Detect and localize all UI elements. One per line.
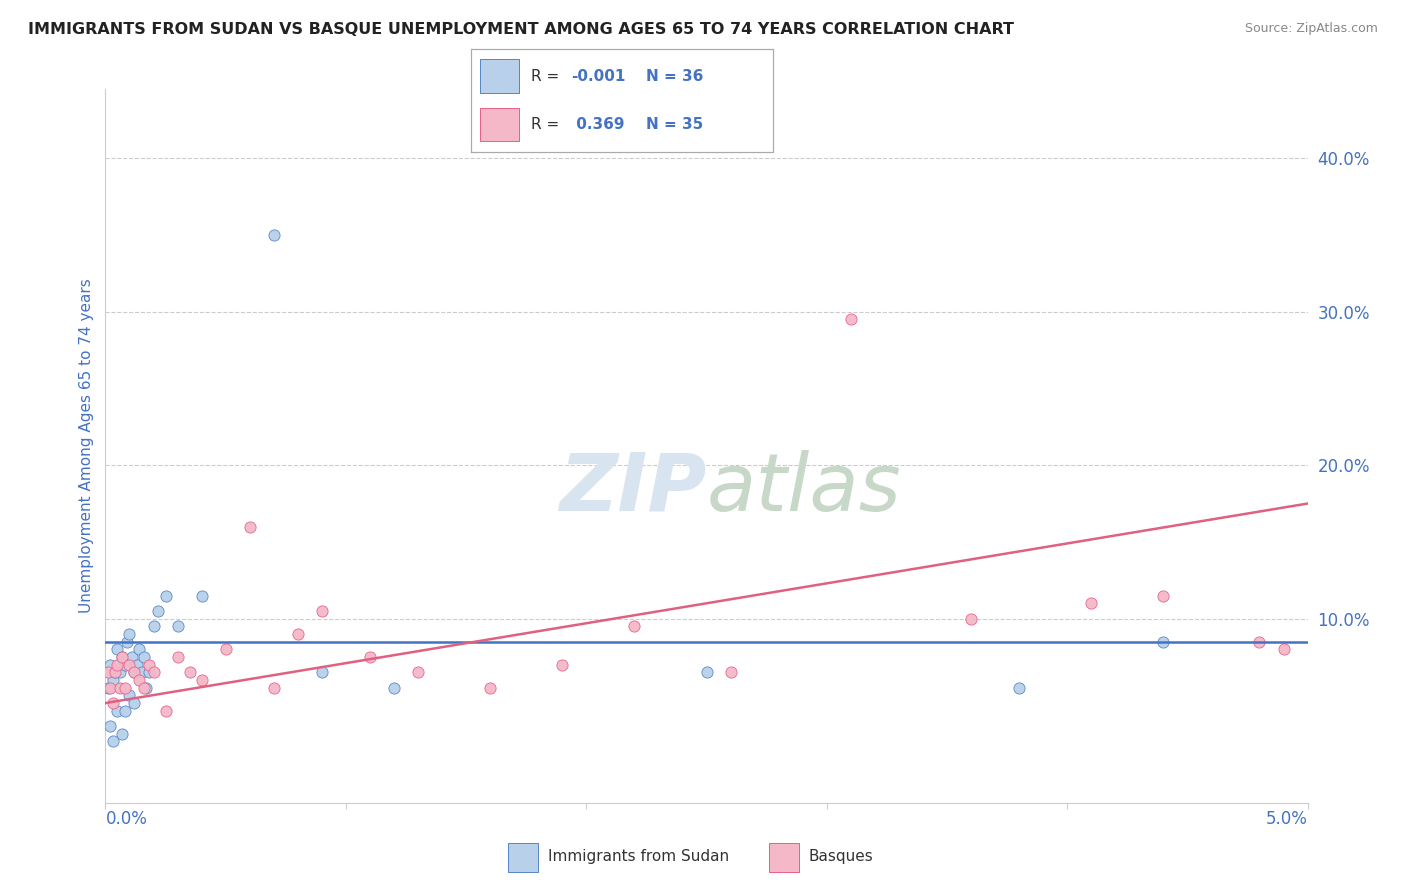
Point <box>1080 596 1102 610</box>
Point <box>104 665 127 680</box>
Point <box>359 650 381 665</box>
Point <box>1152 634 1174 648</box>
Point <box>128 642 150 657</box>
Point <box>124 696 146 710</box>
Point <box>124 665 146 680</box>
Point <box>115 634 138 648</box>
Point <box>118 657 141 672</box>
Point <box>118 689 141 703</box>
Text: 0.369: 0.369 <box>571 118 624 133</box>
Text: IMMIGRANTS FROM SUDAN VS BASQUE UNEMPLOYMENT AMONG AGES 65 TO 74 YEARS CORRELATI: IMMIGRANTS FROM SUDAN VS BASQUE UNEMPLOY… <box>28 22 1014 37</box>
Point <box>118 627 141 641</box>
Point <box>121 650 143 665</box>
Bar <box>479 108 519 141</box>
Text: N = 35: N = 35 <box>647 118 703 133</box>
Point <box>101 673 124 687</box>
Point <box>190 673 212 687</box>
Point <box>111 650 134 665</box>
Text: R =: R = <box>531 118 565 133</box>
Point <box>98 719 121 733</box>
Bar <box>479 59 519 93</box>
Text: 5.0%: 5.0% <box>1265 811 1308 829</box>
Point <box>311 604 333 618</box>
Point <box>166 650 188 665</box>
Point <box>107 657 129 672</box>
Text: R =: R = <box>531 70 565 84</box>
Point <box>382 681 405 695</box>
Point <box>125 657 148 672</box>
Point <box>155 704 177 718</box>
Point <box>287 627 309 641</box>
Point <box>1272 642 1295 657</box>
Point <box>138 657 160 672</box>
Point <box>138 665 160 680</box>
Point <box>97 665 120 680</box>
Text: Immigrants from Sudan: Immigrants from Sudan <box>548 849 728 863</box>
Point <box>132 681 155 695</box>
Point <box>135 681 157 695</box>
Point <box>1249 634 1271 648</box>
Point <box>179 665 201 680</box>
Point <box>97 681 120 695</box>
Point <box>263 227 285 242</box>
Point <box>696 665 718 680</box>
Point <box>107 642 129 657</box>
Point <box>1152 589 1174 603</box>
Text: 0.0%: 0.0% <box>105 811 148 829</box>
Point <box>406 665 429 680</box>
Point <box>98 681 121 695</box>
Point <box>108 665 131 680</box>
Point <box>190 589 212 603</box>
Point <box>132 650 155 665</box>
Text: Source: ZipAtlas.com: Source: ZipAtlas.com <box>1244 22 1378 36</box>
Point <box>107 704 129 718</box>
Point <box>839 312 862 326</box>
Point <box>124 665 146 680</box>
Point <box>551 657 574 672</box>
Point <box>142 665 165 680</box>
Text: Basques: Basques <box>808 849 873 863</box>
Point <box>114 681 136 695</box>
Text: -0.001: -0.001 <box>571 70 626 84</box>
Bar <box>509 843 537 872</box>
Point <box>155 589 177 603</box>
Point <box>166 619 188 633</box>
Point <box>214 642 236 657</box>
Point <box>142 619 165 633</box>
Point <box>960 612 983 626</box>
Point <box>239 519 262 533</box>
Point <box>114 704 136 718</box>
Text: atlas: atlas <box>707 450 901 528</box>
Point <box>128 673 150 687</box>
Point <box>263 681 285 695</box>
Point <box>104 665 127 680</box>
Point <box>148 604 170 618</box>
Text: ZIP: ZIP <box>560 450 707 528</box>
Point <box>108 681 131 695</box>
Point <box>720 665 742 680</box>
Point <box>114 657 136 672</box>
Point <box>623 619 645 633</box>
Point <box>98 657 121 672</box>
Point <box>101 696 124 710</box>
Text: N = 36: N = 36 <box>647 70 704 84</box>
Bar <box>769 843 799 872</box>
Point <box>111 727 134 741</box>
Point <box>101 734 124 748</box>
Point <box>311 665 333 680</box>
Y-axis label: Unemployment Among Ages 65 to 74 years: Unemployment Among Ages 65 to 74 years <box>79 278 94 614</box>
Point <box>131 665 153 680</box>
Point <box>1008 681 1031 695</box>
Point <box>111 650 134 665</box>
Point <box>479 681 502 695</box>
